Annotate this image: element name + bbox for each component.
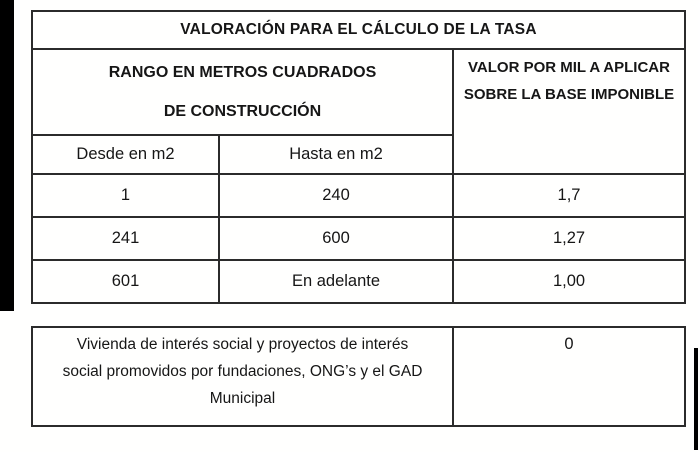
table-row: 241 600 1,27 (31, 216, 687, 261)
value-header-line1: VALOR POR MIL A APLICAR (468, 59, 670, 76)
exemption-description-line1: Vivienda de interés social y proyectos d… (76, 336, 409, 353)
subheader-desde: Desde en m2 (31, 134, 220, 175)
range1-to-cell: 240 (218, 173, 454, 218)
range2-to-cell: 600 (218, 216, 454, 261)
exemption-description-line3: Municipal (209, 390, 276, 407)
exemption-description-line2: social promovidos por fundaciones, ONG’s… (62, 363, 423, 380)
exemption-description-cell: Vivienda de interés social y proyectos d… (31, 326, 454, 427)
exemption-table: Vivienda de interés social y proyectos d… (31, 326, 686, 427)
value-header-line2: SOBRE LA BASE IMPONIBLE (463, 86, 675, 103)
exemption-rate-cell: 0 (452, 326, 686, 427)
range-header-line1: RANGO EN METROS CUADRADOS (108, 64, 377, 81)
range-header-cell: RANGO EN METROS CUADRADOS DE CONSTRUCCIÓ… (31, 48, 454, 136)
table-row: 601 En adelante 1,00 (31, 259, 687, 304)
range3-from-cell: 601 (31, 259, 220, 304)
table-title: VALORACIÓN PARA EL CÁLCULO DE LA TASA (30, 10, 687, 50)
range2-rate-cell: 1,27 (451, 216, 687, 261)
range1-from-cell: 1 (31, 173, 220, 218)
valuation-table: VALORACIÓN PARA EL CÁLCULO DE LA TASA RA… (30, 10, 687, 304)
table-row-title: VALORACIÓN PARA EL CÁLCULO DE LA TASA (30, 10, 687, 50)
subheader-hasta: Hasta en m2 (218, 134, 454, 175)
range2-from-cell: 241 (31, 216, 220, 261)
value-header-cell: VALOR POR MIL A APLICAR SOBRE LA BASE IM… (451, 48, 687, 175)
range3-rate-cell: 1,00 (451, 259, 687, 304)
right-black-bar (694, 348, 698, 450)
table-row-subheaders: Desde en m2 Hasta en m2 (31, 134, 685, 175)
table-row: 1 240 1,7 (31, 173, 687, 218)
range3-to-cell: En adelante (218, 259, 454, 304)
table-row: Vivienda de interés social y proyectos d… (31, 326, 686, 427)
range-header-line2: DE CONSTRUCCIÓN (163, 103, 322, 120)
left-black-bar (0, 0, 14, 311)
table-row-headers: RANGO EN METROS CUADRADOS DE CONSTRUCCIÓ… (31, 48, 687, 175)
range1-rate-cell: 1,7 (451, 173, 687, 218)
